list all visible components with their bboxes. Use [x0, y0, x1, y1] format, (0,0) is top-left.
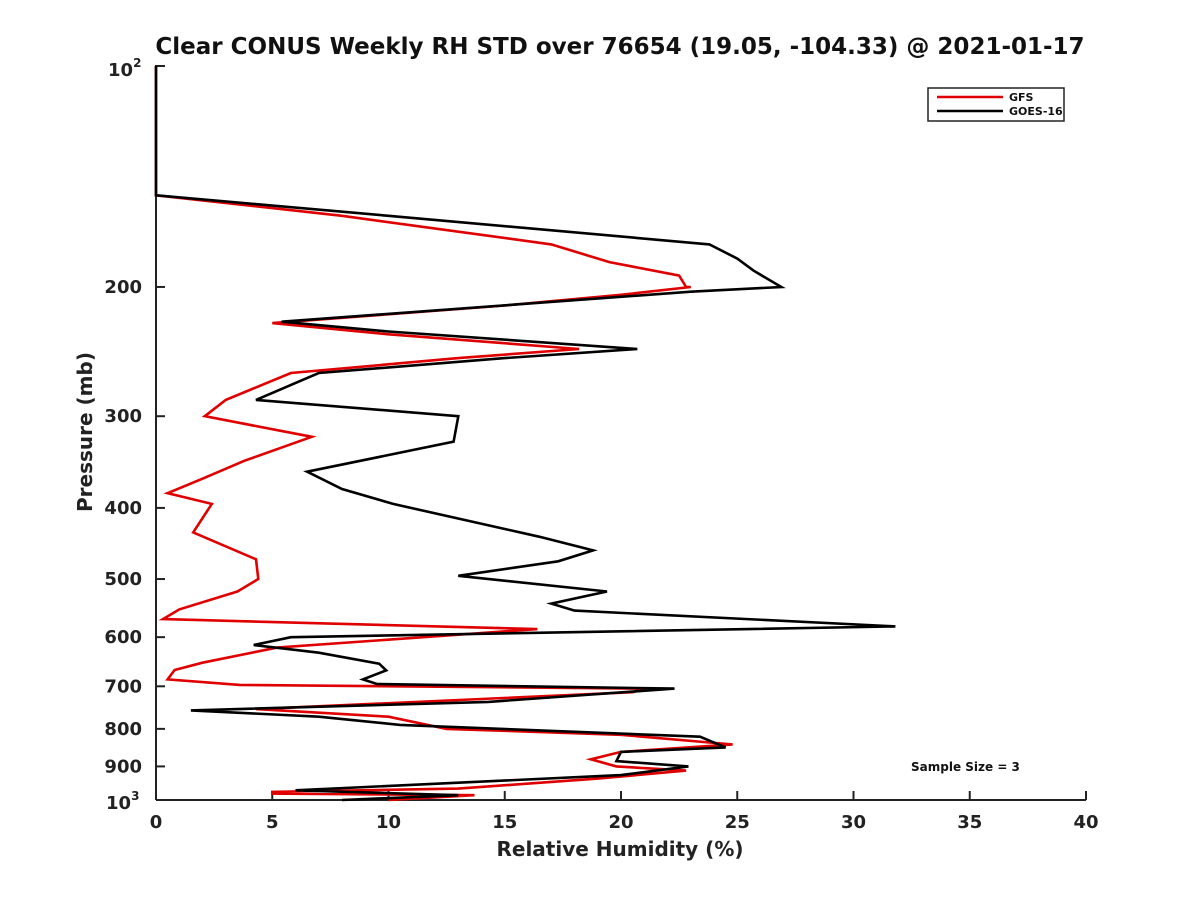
x-tick-label: 35 — [957, 812, 982, 833]
y-bottom-label: 103 — [106, 789, 139, 814]
y-axis-label: Pressure (mb) — [73, 352, 97, 512]
x-tick-label: 0 — [150, 812, 163, 833]
series-layer — [154, 66, 896, 802]
y-tick-label: 700 — [104, 676, 142, 697]
x-tick-label: 5 — [266, 812, 279, 833]
x-axis-label: Relative Humidity (%) — [496, 837, 743, 861]
x-tick-label: 30 — [841, 812, 866, 833]
legend-label-goes16: GOES-16 — [1009, 105, 1063, 118]
y-ticks: 200 300 400 500 600 700 800 900 — [104, 65, 165, 801]
series-line-goes16 — [154, 66, 896, 802]
x-tick-label: 40 — [1073, 812, 1098, 833]
y-tick-label: 200 — [104, 277, 142, 298]
y-bottom-label-base: 10 — [106, 793, 131, 814]
x-tick-label: 10 — [376, 812, 401, 833]
legend-label-gfs: GFS — [1009, 91, 1034, 104]
x-ticks: 0 5 10 15 20 25 30 35 40 — [150, 791, 1099, 833]
y-tick-label: 500 — [104, 569, 142, 590]
y-tick-label: 800 — [104, 719, 142, 740]
chart-title: Clear CONUS Weekly RH STD over 76654 (19… — [155, 34, 1084, 60]
x-tick-label: 15 — [492, 812, 517, 833]
x-tick-label: 25 — [725, 812, 750, 833]
y-top-label-base: 10 — [108, 60, 133, 81]
y-tick-label: 600 — [104, 627, 142, 648]
y-top-label: 102 — [108, 56, 141, 81]
y-tick-label: 400 — [104, 498, 142, 519]
legend-box — [927, 87, 1065, 122]
y-tick-label: 300 — [104, 406, 142, 427]
y-bottom-label-exp: 3 — [131, 789, 139, 803]
x-tick-label: 20 — [608, 812, 633, 833]
y-tick-label: 900 — [104, 756, 142, 777]
sample-size-annotation: Sample Size = 3 — [911, 760, 1020, 774]
y-top-label-exp: 2 — [133, 56, 141, 70]
legend: GFS GOES-16 — [927, 87, 1065, 122]
